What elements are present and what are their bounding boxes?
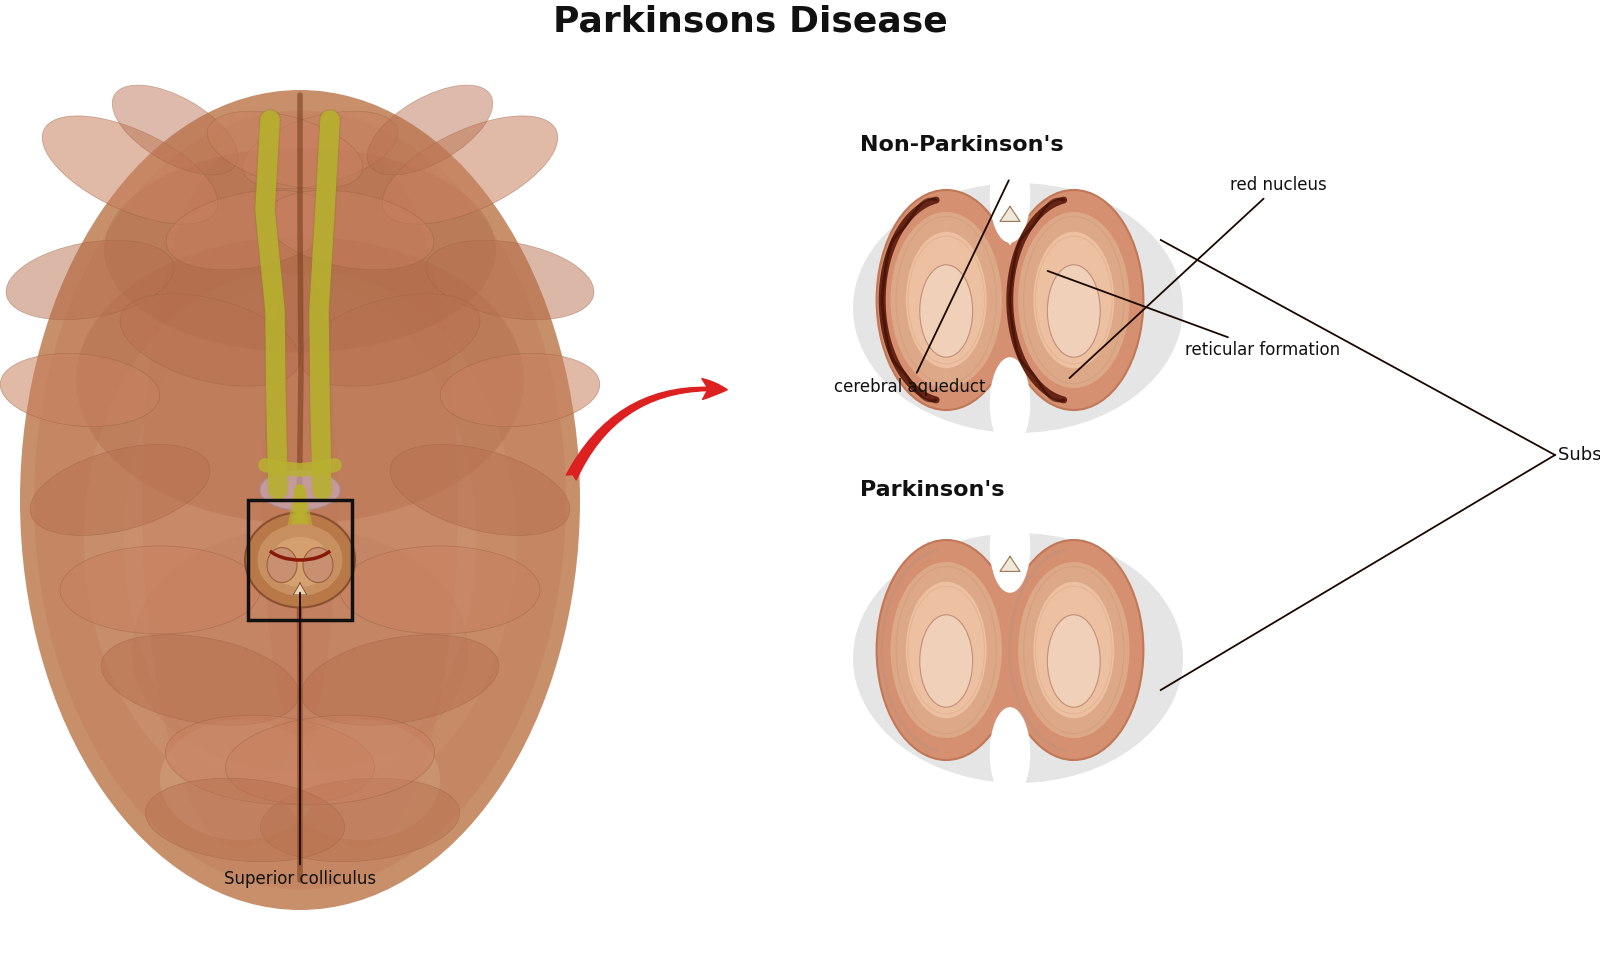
Ellipse shape: [266, 190, 434, 270]
Ellipse shape: [440, 353, 600, 426]
Bar: [965, 566, 1054, 733]
Ellipse shape: [77, 236, 525, 523]
Ellipse shape: [245, 513, 355, 608]
Ellipse shape: [1005, 540, 1144, 760]
Polygon shape: [1000, 206, 1021, 222]
Text: Superior colliculus: Superior colliculus: [224, 592, 376, 888]
Ellipse shape: [339, 546, 541, 634]
Text: Parkinson's: Parkinson's: [861, 480, 1005, 500]
Ellipse shape: [906, 582, 987, 718]
Ellipse shape: [226, 715, 435, 804]
Ellipse shape: [261, 779, 459, 862]
Ellipse shape: [877, 540, 1016, 760]
Ellipse shape: [101, 635, 299, 726]
Ellipse shape: [920, 614, 973, 708]
Ellipse shape: [1048, 265, 1101, 357]
Ellipse shape: [990, 151, 1030, 243]
FancyArrowPatch shape: [566, 378, 728, 480]
Ellipse shape: [242, 111, 398, 189]
Ellipse shape: [142, 152, 338, 849]
Ellipse shape: [382, 116, 558, 224]
Ellipse shape: [83, 274, 477, 806]
Ellipse shape: [258, 524, 342, 596]
Ellipse shape: [270, 537, 330, 587]
Ellipse shape: [1048, 614, 1101, 708]
Ellipse shape: [160, 720, 320, 840]
Text: Non-Parkinson's: Non-Parkinson's: [861, 135, 1064, 155]
Ellipse shape: [42, 116, 218, 224]
Ellipse shape: [165, 715, 374, 804]
Ellipse shape: [426, 240, 594, 320]
Ellipse shape: [990, 708, 1030, 800]
Ellipse shape: [131, 527, 467, 773]
Ellipse shape: [891, 562, 1002, 738]
Bar: [965, 216, 1054, 384]
Text: cerebral aqueduct: cerebral aqueduct: [834, 180, 1010, 396]
Ellipse shape: [125, 274, 515, 806]
Ellipse shape: [302, 547, 333, 583]
Ellipse shape: [1034, 231, 1114, 369]
Bar: [248, 500, 352, 620]
Ellipse shape: [146, 779, 344, 862]
Ellipse shape: [368, 85, 493, 175]
Text: Substantia Nigra: Substantia Nigra: [1558, 446, 1600, 464]
Ellipse shape: [267, 547, 298, 583]
Ellipse shape: [166, 190, 334, 270]
Ellipse shape: [891, 212, 1002, 388]
Ellipse shape: [1034, 582, 1114, 718]
Ellipse shape: [112, 85, 238, 175]
Ellipse shape: [120, 294, 299, 386]
Ellipse shape: [906, 231, 987, 369]
Ellipse shape: [262, 152, 458, 849]
Ellipse shape: [6, 240, 174, 320]
Polygon shape: [1000, 557, 1021, 571]
Ellipse shape: [990, 500, 1030, 592]
Ellipse shape: [1018, 562, 1130, 738]
Ellipse shape: [104, 148, 496, 352]
Ellipse shape: [34, 110, 566, 890]
Ellipse shape: [1005, 190, 1144, 410]
Text: Parkinsons Disease: Parkinsons Disease: [552, 5, 947, 39]
Ellipse shape: [30, 444, 210, 536]
Ellipse shape: [208, 111, 363, 189]
Ellipse shape: [1018, 212, 1130, 388]
Ellipse shape: [990, 357, 1030, 449]
Text: red nucleus: red nucleus: [1069, 176, 1326, 378]
Ellipse shape: [390, 444, 570, 536]
Ellipse shape: [920, 265, 973, 357]
Ellipse shape: [19, 90, 579, 910]
Ellipse shape: [853, 533, 1182, 783]
Ellipse shape: [301, 294, 480, 386]
Text: reticular formation: reticular formation: [1048, 271, 1341, 359]
Polygon shape: [293, 583, 307, 595]
Ellipse shape: [280, 720, 440, 840]
Ellipse shape: [259, 470, 339, 510]
Ellipse shape: [301, 635, 499, 726]
Ellipse shape: [853, 183, 1182, 433]
Ellipse shape: [61, 546, 259, 634]
Ellipse shape: [877, 190, 1016, 410]
Ellipse shape: [0, 353, 160, 426]
